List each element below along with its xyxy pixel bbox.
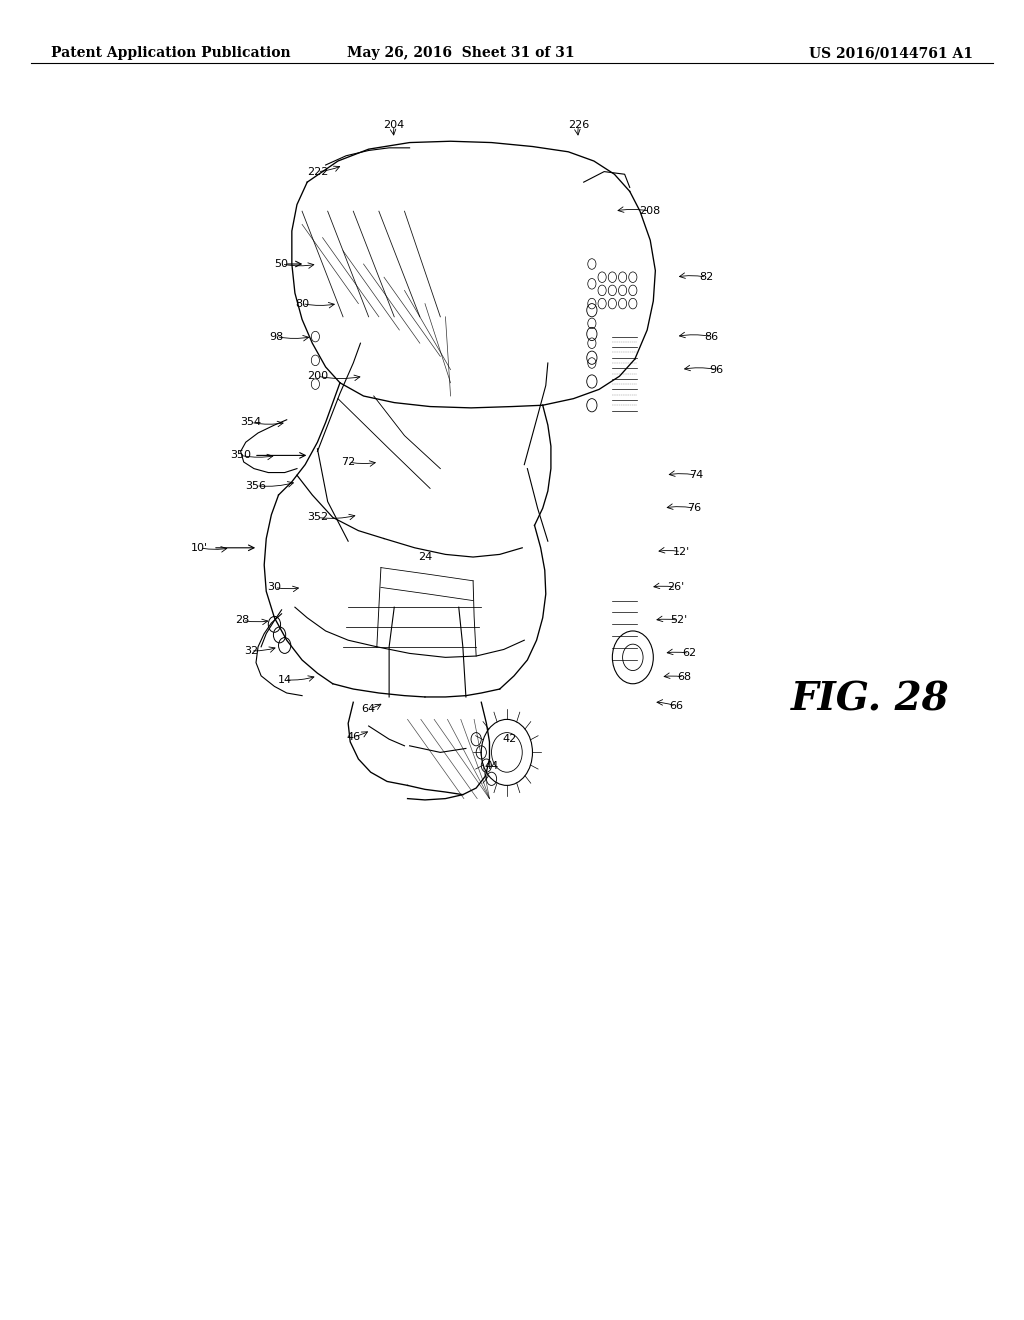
Text: 80: 80 bbox=[295, 298, 309, 309]
Text: 72: 72 bbox=[341, 457, 355, 467]
Text: 204: 204 bbox=[384, 120, 404, 131]
Text: 46: 46 bbox=[346, 731, 360, 742]
Text: 64: 64 bbox=[361, 704, 376, 714]
Text: 76: 76 bbox=[687, 503, 701, 513]
Text: 42: 42 bbox=[503, 734, 517, 744]
Text: 32: 32 bbox=[244, 645, 258, 656]
Text: 24: 24 bbox=[418, 552, 432, 562]
Text: 68: 68 bbox=[677, 672, 691, 682]
Text: 98: 98 bbox=[269, 331, 284, 342]
Text: 44: 44 bbox=[484, 760, 499, 771]
Text: 10': 10' bbox=[191, 543, 208, 553]
Text: 350: 350 bbox=[230, 450, 251, 461]
Text: 96: 96 bbox=[710, 364, 724, 375]
Text: FIG. 28: FIG. 28 bbox=[792, 681, 949, 718]
Text: 62: 62 bbox=[682, 648, 696, 659]
Text: 30: 30 bbox=[267, 582, 282, 593]
Text: 14: 14 bbox=[278, 675, 292, 685]
Text: 354: 354 bbox=[241, 417, 261, 428]
Text: 74: 74 bbox=[689, 470, 703, 480]
Text: 200: 200 bbox=[307, 371, 328, 381]
Text: 208: 208 bbox=[640, 206, 660, 216]
Text: US 2016/0144761 A1: US 2016/0144761 A1 bbox=[809, 46, 973, 61]
Text: 12': 12' bbox=[673, 546, 689, 557]
Text: 82: 82 bbox=[699, 272, 714, 282]
Text: 52': 52' bbox=[671, 615, 687, 626]
Text: May 26, 2016  Sheet 31 of 31: May 26, 2016 Sheet 31 of 31 bbox=[347, 46, 574, 61]
Text: 28: 28 bbox=[236, 615, 250, 626]
Text: 50: 50 bbox=[274, 259, 289, 269]
Text: 222: 222 bbox=[307, 166, 328, 177]
Text: 226: 226 bbox=[568, 120, 589, 131]
Text: 352: 352 bbox=[307, 512, 328, 523]
Text: Patent Application Publication: Patent Application Publication bbox=[51, 46, 291, 61]
Text: 356: 356 bbox=[246, 480, 266, 491]
Text: 66: 66 bbox=[669, 701, 683, 711]
Text: 26': 26' bbox=[668, 582, 684, 593]
Text: 86: 86 bbox=[705, 331, 719, 342]
